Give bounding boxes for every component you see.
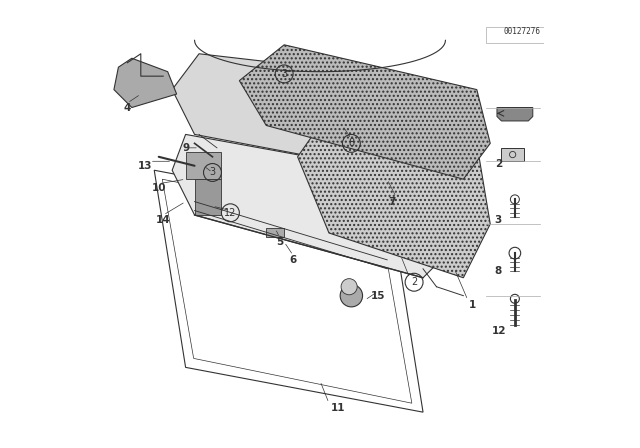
Polygon shape <box>239 45 490 179</box>
Polygon shape <box>298 112 490 278</box>
Text: 3: 3 <box>209 168 216 177</box>
Text: 13: 13 <box>138 161 152 171</box>
Text: 2: 2 <box>411 277 417 287</box>
Text: 14: 14 <box>156 215 170 224</box>
Text: 11: 11 <box>331 403 345 413</box>
Text: 7: 7 <box>388 197 396 207</box>
Polygon shape <box>172 134 463 278</box>
Polygon shape <box>114 58 177 108</box>
Text: 1: 1 <box>468 300 476 310</box>
Text: 00127276: 00127276 <box>503 27 540 36</box>
Text: 10: 10 <box>152 183 166 193</box>
Text: 6: 6 <box>289 255 297 265</box>
Polygon shape <box>497 108 533 121</box>
Circle shape <box>340 284 362 307</box>
Bar <box>486 27 557 43</box>
Text: 4: 4 <box>124 103 131 112</box>
Text: 12: 12 <box>492 326 506 336</box>
Polygon shape <box>172 54 463 179</box>
Text: 15: 15 <box>371 291 385 301</box>
Circle shape <box>341 279 357 295</box>
Bar <box>195 179 221 215</box>
Text: 3: 3 <box>281 69 287 79</box>
Bar <box>266 228 284 237</box>
Text: 5: 5 <box>276 237 284 247</box>
Text: 12: 12 <box>224 208 237 218</box>
Bar <box>502 148 524 161</box>
Bar <box>186 152 221 179</box>
Text: 8: 8 <box>348 138 355 148</box>
Text: 8: 8 <box>495 266 502 276</box>
Text: 2: 2 <box>495 159 502 168</box>
Text: 3: 3 <box>495 215 502 224</box>
Text: 9: 9 <box>182 143 189 153</box>
